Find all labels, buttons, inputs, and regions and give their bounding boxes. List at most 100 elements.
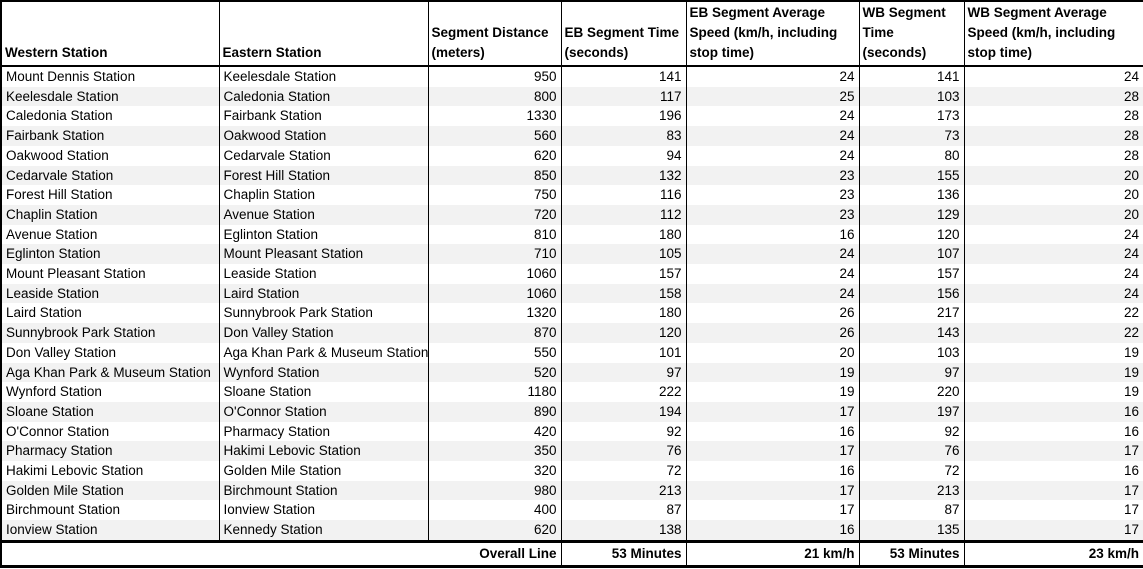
cell-eb-average-speed[interactable]: 16: [686, 224, 860, 245]
cell-eb-segment-time[interactable]: 94: [561, 145, 687, 166]
cell-wb-average-speed[interactable]: 20: [964, 185, 1143, 205]
footer-eb-total-time[interactable]: 53 Minutes: [561, 539, 687, 568]
cell-eastern-station[interactable]: Birchmount Station: [219, 480, 429, 501]
cell-western-station[interactable]: Fairbank Station: [1, 126, 220, 146]
cell-eastern-station[interactable]: Mount Pleasant Station: [219, 244, 429, 265]
cell-western-station[interactable]: O'Connor Station: [1, 421, 220, 442]
cell-western-station[interactable]: Golden Mile Station: [1, 480, 220, 501]
cell-western-station[interactable]: Eglinton Station: [1, 244, 220, 265]
cell-eastern-station[interactable]: Kennedy Station: [219, 520, 429, 542]
cell-wb-segment-time[interactable]: 76: [859, 441, 965, 462]
cell-wb-average-speed[interactable]: 19: [964, 362, 1143, 383]
cell-eb-segment-time[interactable]: 112: [561, 204, 687, 225]
cell-wb-average-speed[interactable]: 24: [964, 66, 1143, 87]
cell-eastern-station[interactable]: Laird Station: [219, 283, 429, 304]
cell-eb-average-speed[interactable]: 24: [686, 244, 860, 265]
cell-eb-average-speed[interactable]: 16: [686, 461, 860, 481]
cell-eb-segment-time[interactable]: 138: [561, 520, 687, 542]
footer-overall-line-label[interactable]: Overall Line: [1, 539, 562, 568]
cell-wb-average-speed[interactable]: 28: [964, 126, 1143, 146]
cell-segment-distance[interactable]: 1060: [428, 264, 562, 284]
cell-wb-segment-time[interactable]: 157: [859, 264, 965, 284]
cell-eb-average-speed[interactable]: 20: [686, 342, 860, 363]
column-header-eastern-station[interactable]: Eastern Station: [219, 1, 429, 67]
cell-eb-average-speed[interactable]: 24: [686, 264, 860, 284]
cell-wb-average-speed[interactable]: 17: [964, 480, 1143, 501]
cell-eastern-station[interactable]: Fairbank Station: [219, 106, 429, 127]
cell-western-station[interactable]: Avenue Station: [1, 224, 220, 245]
cell-wb-average-speed[interactable]: 22: [964, 303, 1143, 324]
cell-segment-distance[interactable]: 420: [428, 421, 562, 442]
cell-eastern-station[interactable]: Eglinton Station: [219, 224, 429, 245]
cell-eb-segment-time[interactable]: 213: [561, 480, 687, 501]
cell-eb-segment-time[interactable]: 120: [561, 323, 687, 343]
cell-wb-segment-time[interactable]: 92: [859, 421, 965, 442]
cell-western-station[interactable]: Aga Khan Park & Museum Station: [1, 362, 220, 383]
cell-eb-average-speed[interactable]: 19: [686, 362, 860, 383]
cell-wb-segment-time[interactable]: 80: [859, 145, 965, 166]
cell-eb-average-speed[interactable]: 17: [686, 401, 860, 422]
cell-eastern-station[interactable]: Forest Hill Station: [219, 165, 429, 186]
cell-wb-average-speed[interactable]: 20: [964, 165, 1143, 186]
cell-eb-average-speed[interactable]: 19: [686, 382, 860, 402]
cell-western-station[interactable]: Ionview Station: [1, 520, 220, 542]
cell-wb-segment-time[interactable]: 155: [859, 165, 965, 186]
cell-wb-average-speed[interactable]: 22: [964, 323, 1143, 343]
cell-eb-average-speed[interactable]: 26: [686, 303, 860, 324]
cell-western-station[interactable]: Mount Pleasant Station: [1, 264, 220, 284]
cell-wb-segment-time[interactable]: 141: [859, 66, 965, 87]
cell-segment-distance[interactable]: 710: [428, 244, 562, 265]
cell-segment-distance[interactable]: 560: [428, 126, 562, 146]
cell-eb-segment-time[interactable]: 72: [561, 461, 687, 481]
cell-eb-segment-time[interactable]: 87: [561, 500, 687, 521]
cell-wb-segment-time[interactable]: 103: [859, 86, 965, 107]
cell-wb-segment-time[interactable]: 72: [859, 461, 965, 481]
cell-eb-segment-time[interactable]: 97: [561, 362, 687, 383]
cell-eastern-station[interactable]: O'Connor Station: [219, 401, 429, 422]
column-header-wb-average-speed[interactable]: WB Segment Average Speed (km/h, includin…: [964, 1, 1143, 67]
cell-eastern-station[interactable]: Cedarvale Station: [219, 145, 429, 166]
cell-wb-average-speed[interactable]: 19: [964, 382, 1143, 402]
cell-wb-average-speed[interactable]: 19: [964, 342, 1143, 363]
cell-segment-distance[interactable]: 400: [428, 500, 562, 521]
cell-western-station[interactable]: Oakwood Station: [1, 145, 220, 166]
cell-western-station[interactable]: Pharmacy Station: [1, 441, 220, 462]
cell-western-station[interactable]: Hakimi Lebovic Station: [1, 461, 220, 481]
footer-eb-average-speed[interactable]: 21 km/h: [686, 539, 860, 568]
cell-eb-segment-time[interactable]: 83: [561, 126, 687, 146]
cell-wb-average-speed[interactable]: 17: [964, 441, 1143, 462]
cell-eb-average-speed[interactable]: 26: [686, 323, 860, 343]
cell-segment-distance[interactable]: 950: [428, 66, 562, 87]
cell-eb-average-speed[interactable]: 24: [686, 126, 860, 146]
cell-eb-average-speed[interactable]: 24: [686, 283, 860, 304]
cell-eb-segment-time[interactable]: 158: [561, 283, 687, 304]
cell-eb-segment-time[interactable]: 194: [561, 401, 687, 422]
cell-eb-average-speed[interactable]: 23: [686, 204, 860, 225]
cell-eastern-station[interactable]: Pharmacy Station: [219, 421, 429, 442]
cell-eastern-station[interactable]: Golden Mile Station: [219, 461, 429, 481]
cell-segment-distance[interactable]: 1060: [428, 283, 562, 304]
cell-wb-average-speed[interactable]: 24: [964, 244, 1143, 265]
cell-segment-distance[interactable]: 850: [428, 165, 562, 186]
cell-wb-average-speed[interactable]: 24: [964, 264, 1143, 284]
cell-wb-segment-time[interactable]: 120: [859, 224, 965, 245]
cell-wb-segment-time[interactable]: 156: [859, 283, 965, 304]
cell-segment-distance[interactable]: 350: [428, 441, 562, 462]
column-header-western-station[interactable]: Western Station: [1, 1, 220, 67]
cell-western-station[interactable]: Wynford Station: [1, 382, 220, 402]
column-header-eb-average-speed[interactable]: EB Segment Average Speed (km/h, includin…: [686, 1, 860, 67]
cell-eastern-station[interactable]: Caledonia Station: [219, 86, 429, 107]
cell-eb-average-speed[interactable]: 24: [686, 145, 860, 166]
cell-wb-segment-time[interactable]: 135: [859, 520, 965, 542]
cell-wb-segment-time[interactable]: 213: [859, 480, 965, 501]
cell-eb-average-speed[interactable]: 24: [686, 106, 860, 127]
cell-wb-average-speed[interactable]: 16: [964, 401, 1143, 422]
cell-eb-average-speed[interactable]: 17: [686, 500, 860, 521]
cell-eastern-station[interactable]: Hakimi Lebovic Station: [219, 441, 429, 462]
cell-eastern-station[interactable]: Leaside Station: [219, 264, 429, 284]
cell-wb-average-speed[interactable]: 28: [964, 86, 1143, 107]
cell-eastern-station[interactable]: Chaplin Station: [219, 185, 429, 205]
cell-eb-segment-time[interactable]: 132: [561, 165, 687, 186]
cell-wb-segment-time[interactable]: 136: [859, 185, 965, 205]
cell-segment-distance[interactable]: 1330: [428, 106, 562, 127]
